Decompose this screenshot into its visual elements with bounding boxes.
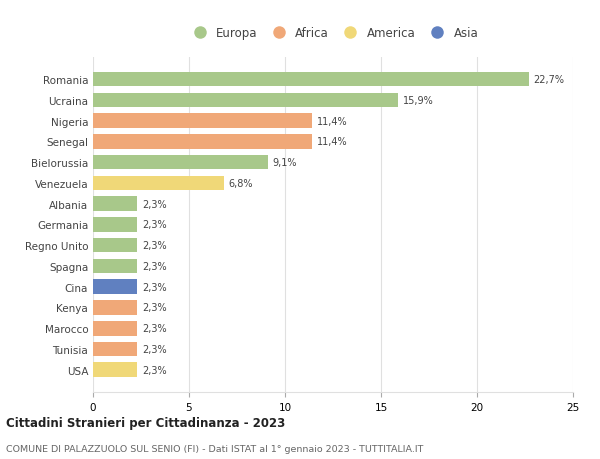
Text: 2,3%: 2,3% bbox=[142, 344, 167, 354]
Text: 22,7%: 22,7% bbox=[533, 75, 565, 85]
Bar bbox=[93, 93, 398, 108]
Bar bbox=[93, 176, 224, 191]
Text: 2,3%: 2,3% bbox=[142, 303, 167, 313]
Text: 9,1%: 9,1% bbox=[272, 158, 297, 168]
Text: COMUNE DI PALAZZUOLO SUL SENIO (FI) - Dati ISTAT al 1° gennaio 2023 - TUTTITALIA: COMUNE DI PALAZZUOLO SUL SENIO (FI) - Da… bbox=[6, 444, 424, 453]
Text: 15,9%: 15,9% bbox=[403, 95, 434, 106]
Bar bbox=[93, 135, 312, 149]
Bar bbox=[93, 156, 268, 170]
Text: 6,8%: 6,8% bbox=[229, 179, 253, 189]
Text: 2,3%: 2,3% bbox=[142, 199, 167, 209]
Bar bbox=[93, 321, 137, 336]
Text: 2,3%: 2,3% bbox=[142, 365, 167, 375]
Text: 2,3%: 2,3% bbox=[142, 241, 167, 251]
Text: Cittadini Stranieri per Cittadinanza - 2023: Cittadini Stranieri per Cittadinanza - 2… bbox=[6, 416, 285, 429]
Text: 2,3%: 2,3% bbox=[142, 220, 167, 230]
Bar bbox=[93, 363, 137, 377]
Bar bbox=[93, 197, 137, 212]
Bar bbox=[93, 280, 137, 294]
Text: 11,4%: 11,4% bbox=[317, 137, 347, 147]
Bar bbox=[93, 238, 137, 253]
Text: 2,3%: 2,3% bbox=[142, 261, 167, 271]
Legend: Europa, Africa, America, Asia: Europa, Africa, America, Asia bbox=[184, 23, 482, 43]
Bar bbox=[93, 114, 312, 129]
Bar bbox=[93, 259, 137, 274]
Bar bbox=[93, 218, 137, 232]
Bar bbox=[93, 301, 137, 315]
Bar bbox=[93, 342, 137, 357]
Bar bbox=[93, 73, 529, 87]
Text: 11,4%: 11,4% bbox=[317, 116, 347, 126]
Text: 2,3%: 2,3% bbox=[142, 324, 167, 334]
Text: 2,3%: 2,3% bbox=[142, 282, 167, 292]
